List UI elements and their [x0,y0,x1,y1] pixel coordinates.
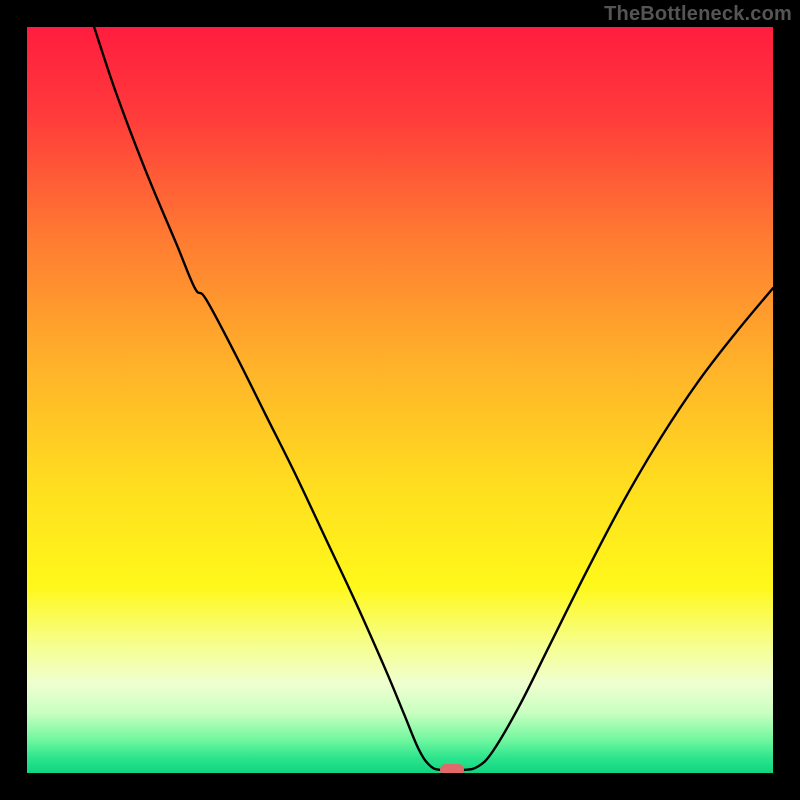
chart-stage: TheBottleneck.com [0,0,800,800]
plot-area [27,27,773,773]
gradient-background [27,27,773,773]
watermark-text: TheBottleneck.com [604,3,792,26]
